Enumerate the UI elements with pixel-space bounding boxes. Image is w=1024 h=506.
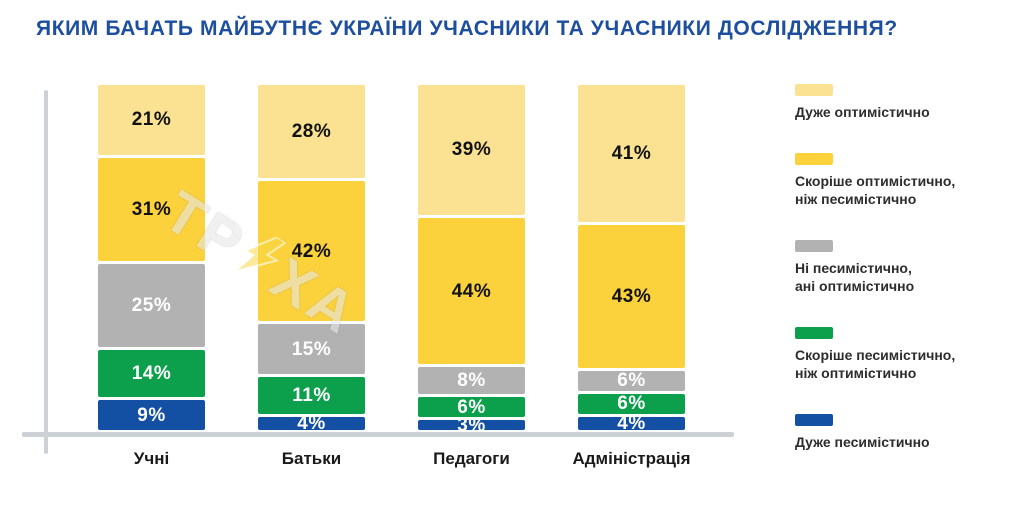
legend-swatch — [795, 327, 833, 339]
legend-item-1: Дуже оптимістично — [795, 84, 1020, 121]
bars: 21% 31% 25% 14% 9% 28% 42% 15% 11% 4% 39% 44% 8% 6% 3%… — [98, 85, 685, 435]
legend-swatch — [795, 414, 833, 426]
bar-value-label: 21% — [131, 109, 172, 131]
bar-value-label: 41% — [611, 142, 652, 164]
bar-value-label: 6% — [617, 393, 646, 415]
bar-segment: 31% — [98, 157, 205, 262]
legend-label: Дуже оптимістично — [795, 103, 1020, 121]
bar-value-label: 14% — [131, 363, 172, 385]
legend-item-2: Скоріше оптимістично, ніж песимістично — [795, 153, 1020, 208]
legend: Дуже оптимістично Скоріше оптимістично, ні… — [795, 84, 1020, 483]
legend-item-5: Дуже песимістично — [795, 414, 1020, 451]
legend-label: Скоріше оптимістично, ніж песимістично — [795, 172, 1020, 208]
bar-value-label: 25% — [131, 295, 172, 317]
bar-stack-3: 39% 44% 8% 6% 3% — [418, 85, 525, 435]
bar-stack-1: 21% 31% 25% 14% 9% — [98, 85, 205, 431]
bar-value-label: 39% — [451, 139, 492, 161]
bar-stack-4: 41% 43% 6% 6% 4% — [578, 85, 685, 434]
legend-item-4: Скоріше песимістично, ніж оптимістично — [795, 327, 1020, 382]
chart-title: ЯКИМ БАЧАТЬ МАЙБУТНЄ УКРАЇНИ УЧАСНИКИ ТА… — [36, 17, 898, 40]
legend-swatch — [795, 153, 833, 165]
bar-segment: 6% — [578, 370, 685, 392]
bar-value-label: 43% — [611, 285, 652, 307]
bar-segment: 43% — [578, 224, 685, 368]
bar-segment: 4% — [258, 412, 365, 434]
bar-value-label: 11% — [292, 384, 331, 406]
bar-value-label: 28% — [291, 121, 332, 143]
legend-label-line: ніж песимістично — [795, 191, 917, 207]
bar-value-label: 3% — [457, 414, 486, 436]
bar-segment: 14% — [98, 350, 205, 398]
bar-segment: 42% — [258, 181, 365, 322]
bar-value-label: 15% — [291, 338, 332, 360]
legend-label-line: Дуже оптимістично — [795, 104, 930, 120]
bar-value-label: 6% — [617, 370, 646, 392]
bar-value-label: 31% — [131, 199, 172, 221]
legend-item-3: Ні песимістично, ані оптимістично — [795, 240, 1020, 295]
bar-segment: 44% — [418, 217, 525, 365]
bar-value-label: 42% — [291, 240, 332, 262]
legend-label: Дуже песимістично — [795, 433, 1020, 451]
category-label-4: Адміністрація — [572, 449, 691, 468]
legend-label-line: Скоріше оптимістично, — [795, 173, 956, 189]
legend-label-line: ніж оптимістично — [795, 365, 917, 381]
legend-label-line: Дуже песимістично — [795, 434, 930, 450]
category-label-3: Педагоги — [433, 449, 510, 468]
bar-segment: 28% — [258, 85, 365, 179]
x-axis-line — [22, 432, 734, 437]
bar-value-label: 6% — [457, 396, 486, 418]
bar-segment: 21% — [98, 85, 205, 155]
legend-label-line: Ні песимістично, — [795, 260, 912, 276]
bar-value-label: 9% — [137, 404, 166, 426]
bar-segment: 6% — [418, 396, 525, 418]
legend-label: Скоріше песимістично, ніж оптимістично — [795, 346, 1020, 382]
legend-label-line: ані оптимістично — [795, 278, 915, 294]
category-label-2: Батьки — [281, 449, 342, 468]
bar-value-label: 44% — [451, 280, 492, 302]
legend-label: Ні песимістично, ані оптимістично — [795, 259, 1020, 295]
legend-label-line: Скоріше песимістично, — [795, 347, 956, 363]
bar-segment: 39% — [418, 85, 525, 215]
bar-segment: 15% — [258, 324, 365, 375]
bar-value-label: 4% — [617, 412, 646, 434]
bar-segment: 3% — [418, 416, 525, 435]
bar-segment: 41% — [578, 85, 685, 222]
bar-stack-2: 28% 42% 15% 11% 4% — [258, 85, 365, 434]
y-axis-line — [44, 90, 48, 454]
bar-value-label: 4% — [297, 412, 326, 434]
bar-segment: 25% — [98, 264, 205, 348]
bar-segment: 11% — [258, 377, 365, 414]
bar-segment: 4% — [578, 412, 685, 434]
category-label-1: Учні — [133, 449, 170, 468]
bar-value-label: 8% — [457, 370, 486, 392]
legend-swatch — [795, 240, 833, 252]
bar-segment: 8% — [418, 367, 525, 395]
legend-swatch — [795, 84, 833, 96]
bar-segment: 9% — [98, 400, 205, 431]
bar-segment: 6% — [578, 393, 685, 415]
category-labels: Учні Батьки Педагоги Адміністрація — [98, 449, 691, 469]
